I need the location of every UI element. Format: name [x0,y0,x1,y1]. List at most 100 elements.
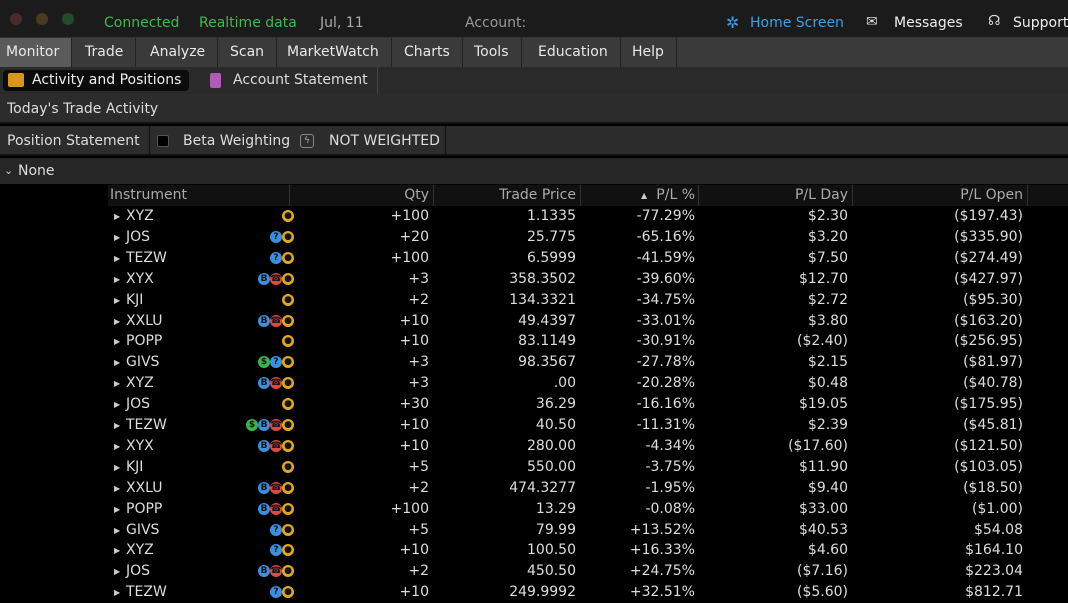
cell-value: +2 [408,563,429,580]
symbol: XYX [126,270,154,287]
nav-tab[interactable]: Education [526,38,621,67]
column-header[interactable]: P/L Day [794,187,848,203]
status-icon: ● [282,502,294,515]
window-close[interactable] [10,13,22,25]
expand-arrow: ▶ [114,274,121,284]
mail-icon: ✉ [866,14,878,30]
status-icon: ☎ [270,419,282,431]
messages-link[interactable]: Messages [894,15,963,31]
collapse-arrow: ⌄ [4,164,14,177]
group-row[interactable]: ⌄ None [0,158,1068,184]
status-icon: B [258,565,270,578]
cell-value: 100.50 [527,542,576,559]
subtab[interactable]: Activity and Positions [32,72,182,88]
table-row[interactable]: ▶ $ B ☎ ● TEZW +10 40.50 -11.31% $2.39 ($45.81) [108,415,1068,436]
cell-value: +10 [399,333,429,350]
table-row[interactable]: ▶ B ☎ ● XYX +10 280.00 -4.34% ($17.60) ($121.50) [108,436,1068,457]
column-divider [289,185,290,206]
column-divider [698,185,699,206]
cell-value: ($95.30) [963,291,1023,308]
status-bar: Connected Realtime data Jul, 11 Account:… [0,0,1068,38]
symbol: JOS [126,563,151,580]
nav-tab[interactable]: Monitor [0,38,73,67]
expand-arrow: ▶ [114,483,121,493]
table-row[interactable]: ▶? ● JOS +20 25.775 -65.16% $3.20 ($335.90) [108,227,1068,248]
cell-value: ($121.50) [954,437,1023,454]
nav-tab[interactable]: Scan [218,38,278,67]
cell-value: +24.75% [629,563,695,580]
cell-value: -41.59% [636,249,695,266]
cell-value: ($1.00) [971,500,1023,517]
status-icon: ● [282,439,294,452]
status-icon: ● [282,523,294,536]
table-row[interactable]: ▶ B ☎ ● XXLU +10 49.4397 -33.01% $3.80 ($163.20) [108,311,1068,332]
status-icon: ● [282,565,294,578]
group-label: None [18,163,55,179]
cell-value: +5 [408,458,429,475]
window-min[interactable] [36,13,48,25]
status-icon: ☎ [270,272,282,285]
cell-value: $19.05 [799,396,848,413]
expand-arrow: ▶ [114,588,121,598]
nav-tab[interactable]: MarketWatch [275,38,392,67]
status-icon: ☎ [270,377,282,390]
table-row[interactable]: ▶ ● JOS +30 36.29 -16.16% $19.05 ($175.95) [108,394,1068,415]
table-row[interactable]: ▶? ● TEZW +10 249.9992 +32.51% ($5.60) $812.71 [108,582,1068,603]
table-row[interactable]: ▶ B ☎ ● XXLU +2 474.3277 -1.95% $9.40 ($18.50) [108,478,1068,499]
status-icon: B [258,377,270,390]
symbol: JOS [126,228,151,245]
column-header[interactable]: Trade Price [499,187,576,203]
column-header[interactable]: Qty [404,187,429,203]
status-icon: ● [282,230,294,243]
support-link[interactable]: Support [1013,15,1068,31]
home-link[interactable]: Home Screen [750,15,844,31]
nav-tab[interactable]: Trade [73,38,137,67]
table-row[interactable]: ▶ B ☎ ● POPP +100 13.29 -0.08% $33.00 ($1.00) [108,499,1068,520]
cell-value: +10 [399,437,429,454]
table-row[interactable]: ▶ B ☎ ● XYX +3 358.3502 -39.60% $12.70 ($427.97) [108,269,1068,290]
cell-value: ($274.49) [954,249,1023,266]
column-header[interactable]: Instrument [110,187,188,203]
table-row[interactable]: ▶ ● KJI +5 550.00 -3.75% $11.90 ($103.05) [108,457,1068,478]
table-row[interactable]: ▶ ● POPP +10 83.1149 -30.91% ($2.40) ($256.95) [108,331,1068,352]
expand-arrow: ▶ [114,525,121,535]
table-row[interactable]: ▶? ● XYZ +10 100.50 +16.33% $4.60 $164.10 [108,540,1068,561]
nav-tab[interactable]: Help [620,38,677,67]
status-icon: ● [282,481,294,494]
sort-arrow: ▲ [641,191,648,200]
table-row[interactable]: ▶? ● TEZW +100 6.5999 -41.59% $7.50 ($274.49) [108,248,1068,269]
table-row[interactable]: ▶ B ☎ ● JOS +2 450.50 +24.75% ($7.16) $223.04 [108,561,1068,582]
nav-tab[interactable]: Charts [392,38,463,67]
cell-value: -27.78% [636,354,695,371]
column-header[interactable]: P/L % [656,187,695,203]
table-row[interactable]: ▶ ● KJI +2 134.3321 -34.75% $2.72 ($95.30) [108,290,1068,311]
status-icon: B [258,419,270,431]
nav-tab[interactable]: Tools [462,38,522,67]
divider [377,67,378,94]
table-row[interactable]: ▶? ● GIVS +5 79.99 +13.52% $40.53 $54.08 [108,520,1068,541]
symbol: POPP [126,333,163,350]
cell-value: 79.99 [535,521,576,538]
position-bar: Position Statement Beta Weighting ϟ NOT … [0,126,1068,156]
cell-value: +10 [399,584,429,601]
active-subtab[interactable] [3,70,189,91]
status-icon: B [258,502,270,515]
table-row[interactable]: ▶ B ☎ ● XYZ +3 .00 -20.28% $0.48 ($40.78) [108,373,1068,394]
cell-value: $0.48 [807,375,848,392]
table-row[interactable]: ▶ ● XYZ +100 1.1335 -77.29% $2.30 ($197.43) [108,206,1068,227]
nav-tab[interactable]: Analyze [138,38,219,67]
beta-checkbox[interactable] [157,135,169,147]
window-max[interactable] [62,13,74,25]
column-header[interactable]: P/L Open [960,187,1023,203]
cell-value: ($5.60) [796,584,848,601]
status-icon: ● [282,335,294,348]
symbol: TEZW [126,249,167,266]
status-icon: ● [282,314,294,327]
cell-value: ($7.16) [796,563,848,580]
beta-settings[interactable]: ϟ [300,134,314,148]
cell-value: .00 [553,375,576,392]
table-row[interactable]: ▶ $? ● GIVS +3 98.3567 -27.78% $2.15 ($81.97) [108,352,1068,373]
subtab[interactable]: Account Statement [233,72,368,88]
cell-value: +10 [399,542,429,559]
beta-value: NOT WEIGHTED [329,133,440,149]
